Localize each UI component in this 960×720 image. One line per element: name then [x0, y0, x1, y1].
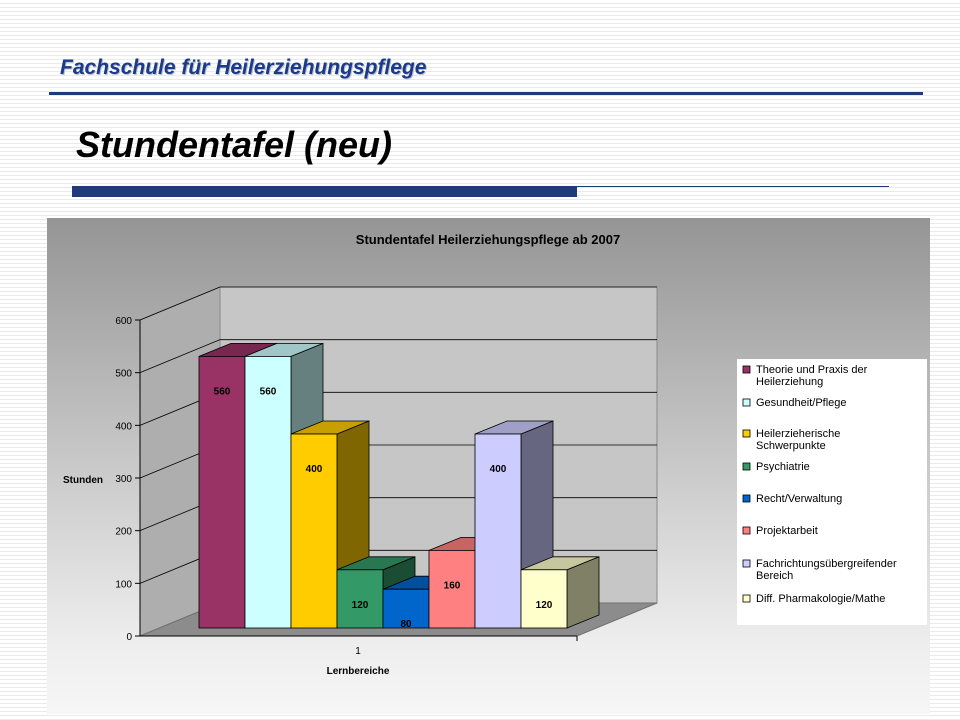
data-label: 400	[490, 464, 507, 475]
legend-label: Gesundheit/Pflege	[756, 397, 847, 409]
y-tick-label: 200	[115, 527, 132, 538]
bar	[520, 569, 568, 629]
legend-swatch	[742, 494, 751, 503]
gridline	[139, 286, 657, 321]
legend-swatch	[742, 594, 751, 603]
data-label: 80	[400, 619, 412, 630]
title-underline-thick	[72, 186, 577, 197]
y-tick-label: 300	[115, 474, 132, 485]
bar	[474, 433, 522, 629]
y-tick-label: 400	[115, 421, 132, 432]
y-tick-label: 100	[115, 579, 132, 590]
legend-swatch	[742, 429, 751, 438]
legend-swatch	[742, 398, 751, 407]
legend-label: Diff. Pharmakologie/Mathe	[756, 593, 885, 605]
legend-label: Recht/Verwaltung	[756, 493, 842, 505]
header-rule	[49, 92, 923, 95]
y-tick-label: 0	[126, 632, 132, 643]
legend-label: Bereich	[756, 570, 793, 582]
legend-box	[737, 359, 927, 625]
y-axis-label: Stunden	[63, 475, 103, 486]
title-underline-thin	[577, 186, 889, 187]
organization-title: Fachschule für Heilerziehungspflege	[60, 56, 427, 79]
gridline	[139, 339, 657, 374]
legend-label: Schwerpunkte	[756, 440, 826, 452]
legend-swatch	[742, 365, 751, 374]
data-label: 560	[214, 386, 231, 397]
chart-title: Stundentafel Heilerziehungspflege ab 200…	[356, 232, 620, 247]
legend-swatch	[742, 526, 751, 535]
data-label: 120	[352, 600, 369, 611]
x-axis-label: Lernbereiche	[327, 666, 390, 677]
legend-swatch	[742, 462, 751, 471]
legend-label: Heilerziehung	[756, 376, 823, 388]
y-tick-label: 600	[115, 316, 132, 327]
legend-label: Heilerzieherische	[756, 428, 840, 440]
legend-label: Theorie und Praxis der	[756, 364, 868, 376]
legend-swatch	[742, 559, 751, 568]
data-label: 560	[260, 386, 277, 397]
x-tick-label: 1	[355, 646, 361, 657]
chart-panel: Stundentafel Heilerziehungspflege ab 200…	[47, 218, 930, 714]
legend-label: Psychiatrie	[756, 461, 810, 473]
y-tick-label: 500	[115, 369, 132, 380]
legend-label: Projektarbeit	[756, 525, 818, 537]
data-label: 160	[444, 580, 461, 591]
bar	[198, 355, 246, 629]
data-label: 120	[536, 600, 553, 611]
bar	[290, 433, 338, 629]
slide-title: Stundentafel (neu)	[76, 124, 392, 165]
bar	[244, 355, 292, 629]
bar-chart: Stundentafel Heilerziehungspflege ab 200…	[63, 232, 927, 677]
legend-label: Fachrichtungsübergreifender	[756, 558, 897, 570]
data-label: 400	[306, 464, 323, 475]
bar	[428, 549, 476, 629]
bar	[336, 569, 384, 629]
